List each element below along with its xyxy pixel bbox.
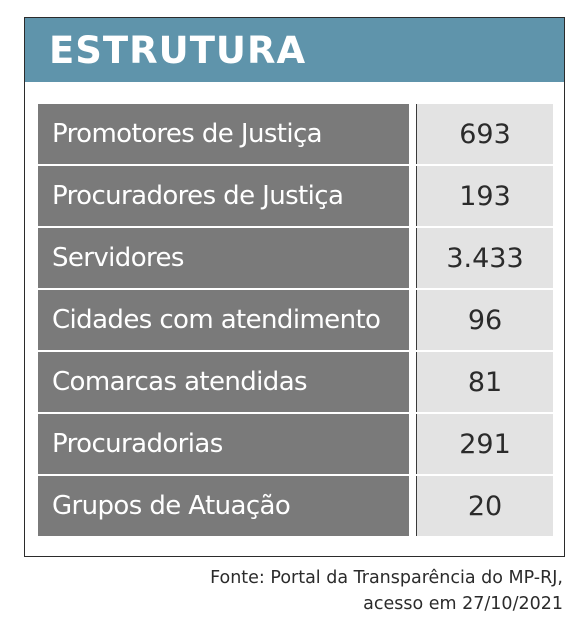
table-row: Procuradorias 291 bbox=[38, 414, 553, 474]
table-row: Cidades com atendimento 96 bbox=[38, 290, 553, 350]
row-value: 693 bbox=[417, 104, 553, 164]
column-divider bbox=[409, 414, 417, 474]
row-label: Promotores de Justiça bbox=[38, 104, 409, 164]
column-divider bbox=[409, 476, 417, 536]
structure-table: Promotores de Justiça 693 Procuradores d… bbox=[38, 104, 553, 536]
row-label: Grupos de Atuação bbox=[38, 476, 409, 536]
source-note: Fonte: Portal da Transparência do MP-RJ,… bbox=[210, 565, 563, 617]
column-divider bbox=[409, 228, 417, 288]
column-divider bbox=[409, 166, 417, 226]
row-value: 3.433 bbox=[417, 228, 553, 288]
row-label: Comarcas atendidas bbox=[38, 352, 409, 412]
column-divider bbox=[409, 104, 417, 164]
source-line-2: acesso em 27/10/2021 bbox=[363, 594, 563, 614]
row-label: Servidores bbox=[38, 228, 409, 288]
source-line-1: Fonte: Portal da Transparência do MP-RJ, bbox=[210, 568, 563, 588]
column-divider bbox=[409, 352, 417, 412]
row-value: 96 bbox=[417, 290, 553, 350]
table-row: Servidores 3.433 bbox=[38, 228, 553, 288]
table-row: Procuradores de Justiça 193 bbox=[38, 166, 553, 226]
row-value: 81 bbox=[417, 352, 553, 412]
row-value: 193 bbox=[417, 166, 553, 226]
table-row: Comarcas atendidas 81 bbox=[38, 352, 553, 412]
row-label: Cidades com atendimento bbox=[38, 290, 409, 350]
row-label: Procuradores de Justiça bbox=[38, 166, 409, 226]
column-divider bbox=[409, 290, 417, 350]
table-row: Grupos de Atuação 20 bbox=[38, 476, 553, 536]
estrutura-panel: ESTRUTURA Promotores de Justiça 693 Proc… bbox=[24, 17, 565, 557]
panel-header: ESTRUTURA bbox=[25, 18, 564, 82]
row-label: Procuradorias bbox=[38, 414, 409, 474]
table-row: Promotores de Justiça 693 bbox=[38, 104, 553, 164]
row-value: 20 bbox=[417, 476, 553, 536]
row-value: 291 bbox=[417, 414, 553, 474]
panel-title: ESTRUTURA bbox=[49, 28, 307, 72]
